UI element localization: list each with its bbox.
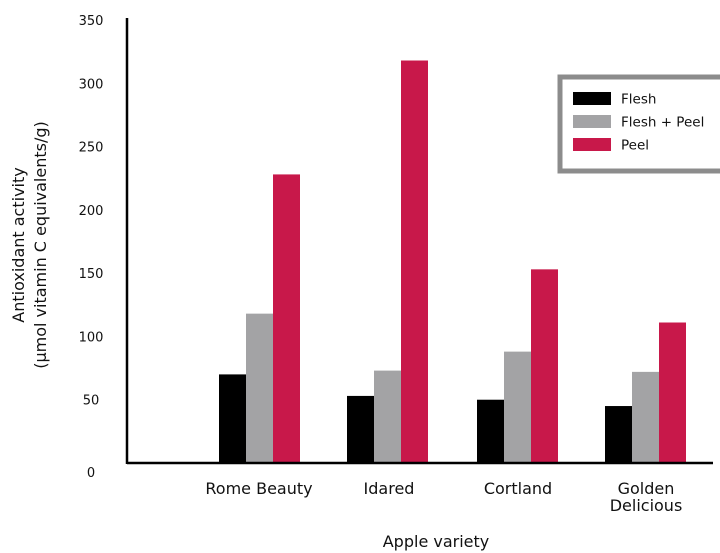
bar-peel bbox=[531, 269, 558, 463]
y-axis-title-line: (µmol vitamin C equivalents/g) bbox=[31, 121, 50, 369]
bar-peel bbox=[401, 60, 428, 463]
legend-label: Flesh + Peel bbox=[621, 115, 704, 131]
bar-flesh-peel bbox=[374, 370, 401, 463]
bars bbox=[219, 60, 686, 463]
x-category-label: Rome Beauty bbox=[205, 479, 312, 498]
y-axis-title: Antioxidant activity (µmol vitamin C equi… bbox=[9, 121, 50, 369]
y-tick-label: 200 bbox=[79, 204, 104, 219]
legend-label: Flesh bbox=[621, 92, 656, 108]
bar-flesh bbox=[347, 395, 374, 463]
y-tick-label: 150 bbox=[79, 267, 104, 282]
legend-swatch bbox=[573, 138, 611, 151]
y-tick-label: 0 bbox=[87, 466, 95, 481]
axes bbox=[125, 18, 713, 465]
bar-flesh-peel bbox=[504, 351, 531, 463]
legend-label: Peel bbox=[621, 138, 649, 154]
bar-flesh bbox=[605, 406, 632, 463]
y-tick-label: 100 bbox=[79, 330, 104, 345]
bar-peel bbox=[659, 322, 686, 463]
x-category-label: Cortland bbox=[484, 479, 552, 498]
y-tick-label: 250 bbox=[79, 141, 104, 156]
y-tick-label: 350 bbox=[79, 14, 104, 29]
x-category-label: Idared bbox=[364, 479, 415, 498]
y-axis-ticks: 0 50 100 150 200 250 300 350 bbox=[79, 14, 104, 481]
y-tick-label: 50 bbox=[83, 394, 100, 409]
bar-flesh bbox=[477, 399, 504, 463]
bar-flesh bbox=[219, 374, 246, 463]
legend: Flesh Flesh + Peel Peel bbox=[557, 74, 720, 174]
bar-flesh-peel bbox=[632, 371, 659, 463]
x-category-label: Delicious bbox=[610, 496, 683, 515]
bar-peel bbox=[273, 174, 300, 463]
x-axis-title: Apple variety bbox=[383, 532, 490, 551]
y-axis-title-line: Antioxidant activity bbox=[9, 167, 28, 322]
legend-swatch bbox=[573, 115, 611, 128]
x-category-label: Golden bbox=[618, 479, 675, 498]
y-tick-label: 300 bbox=[79, 77, 104, 92]
legend-swatch bbox=[573, 92, 611, 105]
bar-flesh-peel bbox=[246, 313, 273, 463]
